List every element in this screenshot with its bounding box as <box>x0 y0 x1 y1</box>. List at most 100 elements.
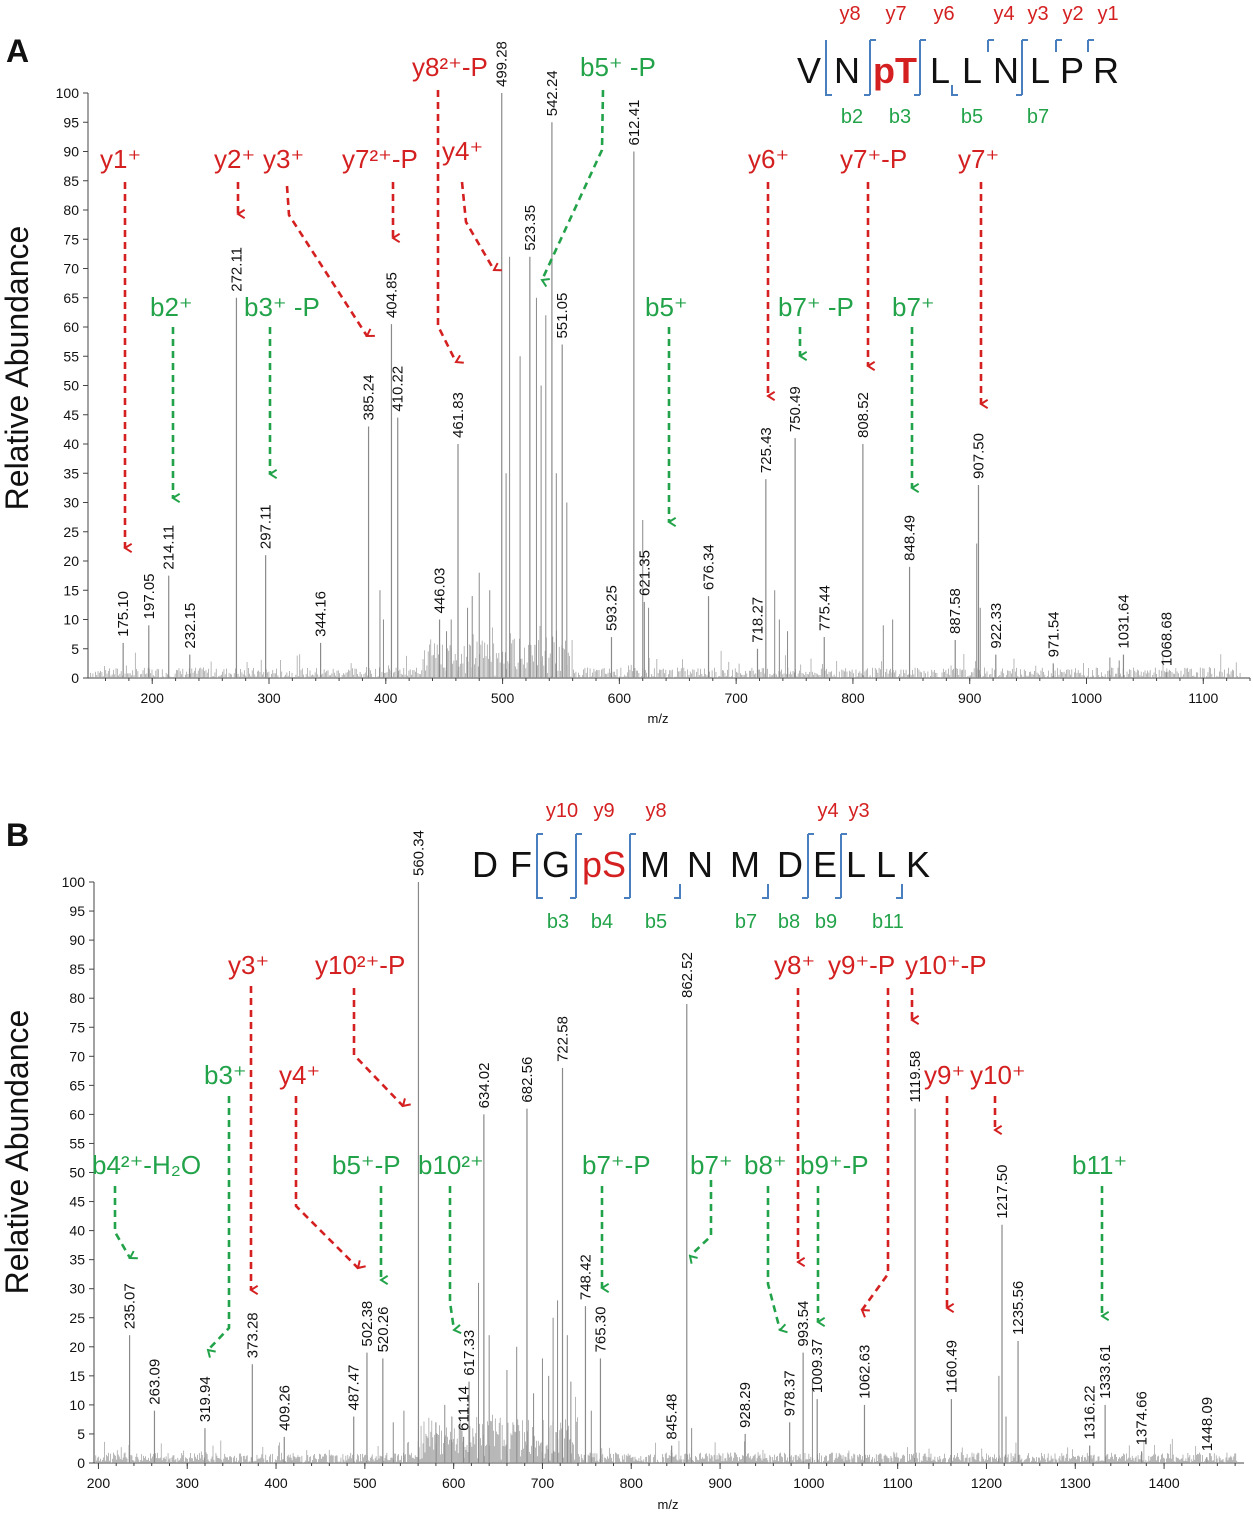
y-ion-annotation: y10⁺ <box>970 1060 1026 1090</box>
peak-label: 1160.49 <box>943 1340 960 1393</box>
residue: M <box>640 844 670 885</box>
peak-label: 1235.56 <box>1010 1281 1027 1335</box>
y-ion-annotation: y7⁺-P <box>840 144 907 174</box>
peak-label: 1448.09 <box>1199 1397 1216 1451</box>
y-ion-annotation: y7²⁺-P <box>342 144 418 174</box>
y-tick-label: 0 <box>77 1455 85 1471</box>
b-ion-label: b5 <box>961 106 983 128</box>
y-ion-label: y2 <box>1062 3 1083 25</box>
y-ion-annotation: y4⁺ <box>279 1060 320 1090</box>
peak-label: 750.49 <box>787 386 804 432</box>
y-ion-annotation: y10²⁺-P <box>315 950 405 980</box>
y-ion-label: y4 <box>993 3 1014 25</box>
peak-label: 272.11 <box>228 247 245 292</box>
peak-label: 197.05 <box>141 573 158 619</box>
b-ion-label: b5 <box>645 911 667 933</box>
residue: L <box>876 844 896 885</box>
b-ion-annotation: b8⁺ <box>744 1150 787 1180</box>
peak-label: 887.58 <box>947 588 964 634</box>
y-ion-label: y1 <box>1097 3 1118 25</box>
residue: N <box>687 844 713 885</box>
peak-label: 520.26 <box>375 1307 392 1353</box>
x-tick-label: 1000 <box>1071 690 1102 706</box>
panel-a: A Relative Abundance m/z 0 5 10 15 20 25 30 35 4… <box>0 3 1251 726</box>
panel-a-x-axis-title: m/z <box>648 711 669 726</box>
panel-b-noise <box>95 1282 1238 1463</box>
y-ion-label: y3 <box>1027 3 1048 25</box>
y-ion-annotation: y1⁺ <box>100 144 141 174</box>
y-tick-label: 20 <box>63 553 79 569</box>
residue: D <box>777 844 803 885</box>
residue: L <box>846 844 866 885</box>
peak-label: 385.24 <box>361 375 378 421</box>
y-ion-annotation: y8⁺ <box>774 950 815 980</box>
x-tick-label: 1200 <box>971 1475 1002 1491</box>
y-tick-label: 25 <box>69 1310 85 1326</box>
peak-label: 922.33 <box>988 603 1005 649</box>
peak-label: 848.49 <box>902 515 919 561</box>
peak-label: 593.25 <box>603 585 620 631</box>
y-ion-annotation: y2⁺ <box>214 144 255 174</box>
peak-label: 297.11 <box>258 504 275 549</box>
peak-label: 1316.22 <box>1082 1385 1099 1439</box>
b-ion-annotation: b7⁺ <box>690 1150 733 1180</box>
arrow <box>436 90 456 362</box>
b-ion-annotation: b7⁺ -P <box>778 292 854 322</box>
y-ion-annotation: y8²⁺-P <box>412 52 488 82</box>
y-tick-label: 5 <box>71 641 79 657</box>
peak-label: 235.07 <box>122 1283 139 1329</box>
arrow <box>285 185 367 336</box>
y-ion-annotation: y9⁺-P <box>828 950 895 980</box>
residue: R <box>1093 50 1119 91</box>
peak-label: 499.28 <box>494 41 511 87</box>
peak-label: 409.26 <box>276 1385 293 1431</box>
y-ion-annotation: y7⁺ <box>958 144 999 174</box>
y-tick-label: 45 <box>63 407 79 423</box>
y-ion-label: y3 <box>848 800 869 822</box>
x-tick-label: 700 <box>531 1475 555 1491</box>
peak-label: 1009.37 <box>809 1339 826 1393</box>
peak-label: 725.43 <box>758 427 775 473</box>
panel-b-label: B <box>6 817 29 853</box>
peak-label: 775.44 <box>816 585 833 631</box>
peak-label: 542.24 <box>544 70 561 116</box>
b-ion-annotation: b3⁺ <box>204 1060 247 1090</box>
y-tick-label: 50 <box>63 378 79 394</box>
residue: V <box>797 50 821 91</box>
y-ion-label: y6 <box>933 3 954 25</box>
residue: P <box>1060 50 1084 91</box>
residue: E <box>813 844 837 885</box>
y-tick-label: 65 <box>69 1077 85 1093</box>
peak-label: 617.33 <box>461 1330 478 1376</box>
b-ion-label: b9 <box>815 911 837 933</box>
peak-label: 993.54 <box>795 1301 812 1347</box>
b-ion-label: b4 <box>591 911 613 933</box>
x-tick-label: 500 <box>353 1475 377 1491</box>
y-tick-label: 80 <box>69 990 85 1006</box>
peak-label: 862.52 <box>679 952 696 998</box>
residue: N <box>993 50 1019 91</box>
b-ion-label: b7 <box>735 911 757 933</box>
fragmentation-brackets <box>825 39 1094 96</box>
x-tick-label: 1400 <box>1148 1475 1179 1491</box>
peak-label: 1119.58 <box>907 1051 924 1103</box>
arrow <box>690 1180 713 1256</box>
x-tick-label: 800 <box>620 1475 644 1491</box>
peak-label: 461.83 <box>450 392 467 438</box>
b-ion-annotation: b5⁺ <box>645 292 688 322</box>
y-tick-label: 15 <box>69 1368 85 1384</box>
residue: D <box>472 844 498 885</box>
b-ion-annotation: b4²⁺-H₂O <box>92 1150 201 1180</box>
y-tick-label: 45 <box>69 1194 85 1210</box>
panel-a-noise <box>89 256 1241 678</box>
y-ion-label: y7 <box>885 3 906 25</box>
y-tick-label: 55 <box>63 348 79 364</box>
y-tick-label: 50 <box>69 1165 85 1181</box>
panel-b-sequence: D F G pS M N M D E L L K y10 y9 y8 y4 y3… <box>472 800 930 933</box>
residue: L <box>1030 50 1050 91</box>
y-ion-annotation: y3⁺ <box>263 144 304 174</box>
y-ion-label: y9 <box>593 800 614 822</box>
peak-label: 404.85 <box>383 272 400 318</box>
peak-label: 175.10 <box>115 591 132 637</box>
